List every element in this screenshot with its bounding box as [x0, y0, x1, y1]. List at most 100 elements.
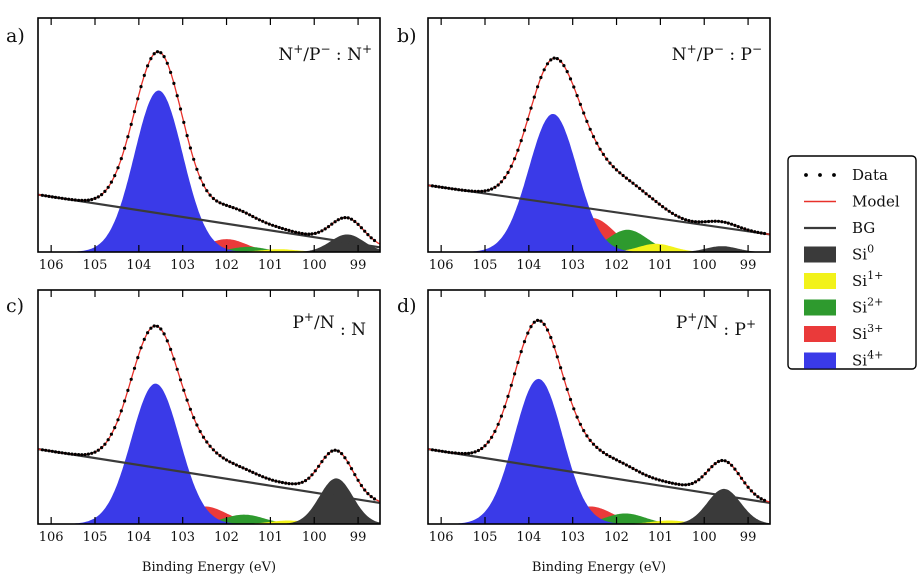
data-point — [280, 480, 284, 485]
data-point — [453, 187, 457, 191]
data-point — [267, 222, 271, 226]
data-point — [582, 429, 586, 433]
component-si4 — [38, 90, 380, 252]
data-point — [467, 189, 471, 193]
data-point — [440, 185, 444, 189]
data-point — [96, 448, 100, 452]
data-point — [582, 111, 586, 115]
data-point — [723, 459, 727, 463]
x-tick-label: 105 — [473, 530, 498, 545]
data-point — [155, 50, 160, 54]
data-point — [473, 189, 477, 193]
data-point — [277, 225, 281, 230]
data-point — [565, 70, 569, 74]
data-point — [595, 445, 599, 449]
data-point — [152, 52, 156, 56]
component-si4 — [428, 114, 770, 252]
data-point — [129, 122, 133, 126]
data-point — [641, 472, 645, 476]
data-point — [707, 219, 711, 224]
data-point — [730, 463, 734, 467]
data-point — [218, 454, 222, 458]
data-point — [185, 134, 189, 138]
data-point — [503, 405, 507, 409]
data-point — [261, 475, 265, 479]
data-point — [300, 231, 304, 236]
data-point — [363, 488, 367, 492]
data-point — [480, 189, 484, 193]
data-point — [103, 442, 107, 446]
data-point — [195, 423, 199, 427]
x-tick-label: 104 — [126, 258, 151, 273]
data-point — [575, 415, 579, 419]
data-point — [638, 186, 642, 190]
data-point — [707, 468, 711, 472]
data-point — [493, 185, 497, 189]
data-point — [437, 185, 441, 189]
data-point — [346, 216, 350, 220]
data-point — [700, 220, 704, 224]
data-point — [267, 477, 271, 481]
data-point — [555, 355, 559, 359]
legend-label-bg: BG — [852, 219, 875, 237]
data-point — [155, 324, 160, 328]
data-point — [618, 460, 622, 464]
data-point — [224, 203, 229, 207]
data-point — [100, 446, 104, 450]
data-point — [290, 482, 294, 486]
x-tick-label: 103 — [170, 258, 195, 273]
component-si4 — [428, 378, 770, 524]
data-point — [499, 414, 503, 418]
data-point — [284, 481, 288, 485]
data-point — [297, 481, 301, 485]
data-point — [654, 477, 658, 481]
panel-label: a) — [6, 25, 25, 47]
data-point — [340, 452, 344, 456]
data-point — [513, 372, 517, 376]
data-point — [126, 135, 130, 139]
data-point — [323, 227, 327, 231]
data-point — [274, 224, 278, 228]
data-point — [241, 209, 245, 214]
data-point — [723, 220, 727, 224]
data-point — [667, 480, 671, 485]
data-point — [356, 478, 360, 482]
data-point — [169, 347, 173, 351]
data-point — [697, 478, 701, 482]
data-point — [60, 451, 64, 455]
data-point — [159, 327, 163, 331]
data-point — [44, 194, 48, 198]
data-point — [585, 119, 589, 123]
bg-line — [428, 448, 770, 505]
data-point — [700, 475, 704, 479]
data-point — [369, 236, 373, 240]
data-point — [522, 128, 527, 132]
data-point — [73, 452, 77, 456]
data-point — [257, 218, 261, 222]
data-point — [526, 331, 530, 335]
data-point — [90, 197, 94, 202]
bg-line — [38, 448, 380, 505]
component-si0 — [38, 234, 380, 252]
data-point — [529, 106, 533, 110]
data-point — [532, 320, 536, 324]
data-point — [693, 480, 698, 484]
legend-label-model: Model — [852, 193, 900, 211]
data-point — [657, 202, 661, 206]
data-point — [323, 455, 327, 459]
data-point — [172, 357, 176, 361]
x-tick-label: 100 — [692, 258, 717, 273]
data-point — [353, 473, 357, 477]
data-point — [661, 479, 665, 483]
data-point — [628, 179, 632, 183]
data-point — [651, 197, 655, 201]
data-point — [746, 485, 750, 489]
data-point — [336, 449, 340, 453]
data-point — [198, 176, 202, 180]
x-tick-label: 105 — [83, 258, 108, 273]
data-point — [470, 189, 474, 193]
data-point — [470, 451, 474, 455]
data-point — [693, 220, 698, 224]
data-point — [759, 231, 763, 235]
data-point — [359, 226, 363, 230]
